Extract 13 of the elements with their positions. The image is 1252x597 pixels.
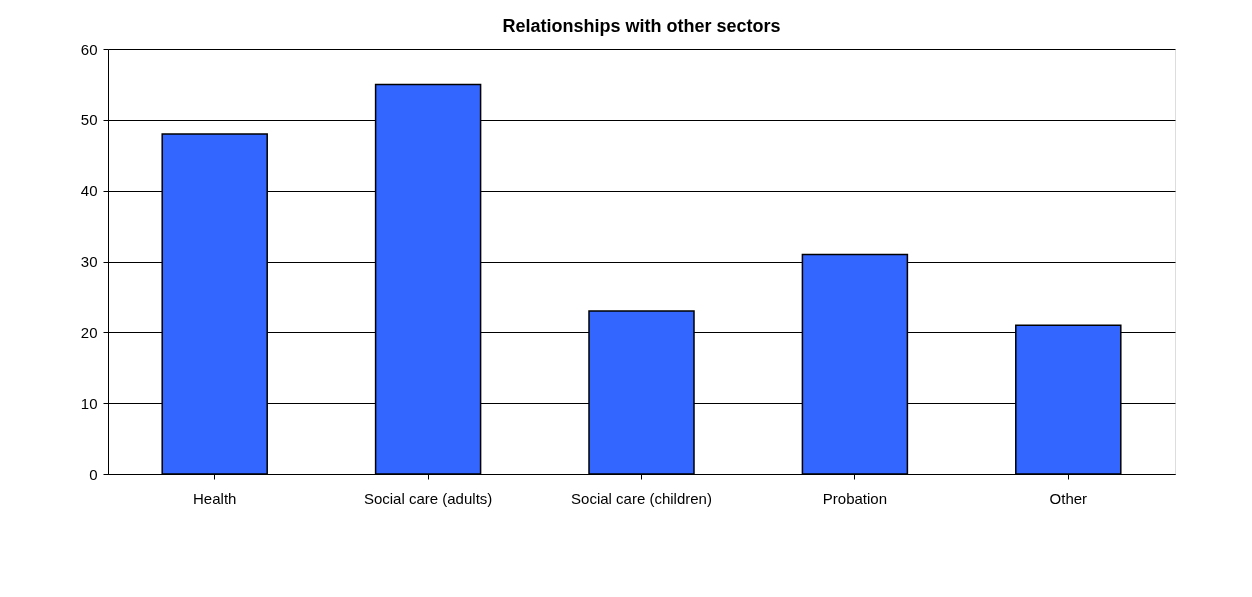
- y-tick-label: 0: [89, 465, 98, 483]
- x-tick-label: Social care (adults): [363, 489, 493, 507]
- y-tick-label: 60: [80, 40, 98, 58]
- y-tick-label: 20: [80, 323, 98, 341]
- x-tick-label: Probation: [822, 489, 888, 507]
- y-tick-label: 40: [80, 182, 98, 200]
- y-tick-label: 50: [80, 111, 98, 129]
- x-tick-label: Social care (children): [571, 489, 712, 507]
- x-tick-label: Other: [1049, 489, 1088, 507]
- y-tick-label: 10: [80, 394, 98, 412]
- x-tick-label: Health: [193, 489, 237, 507]
- y-tick-label: 30: [80, 253, 98, 270]
- chart-title: Relationships with other sectors: [502, 16, 781, 36]
